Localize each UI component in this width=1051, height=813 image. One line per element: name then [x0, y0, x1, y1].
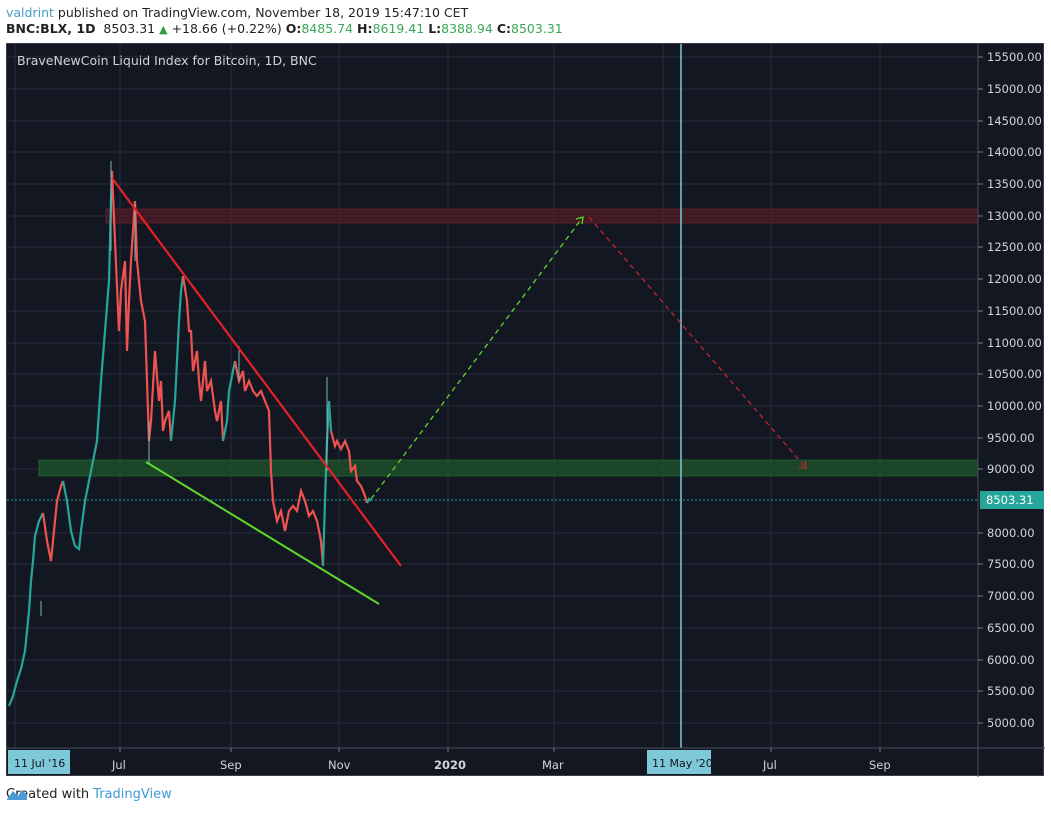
- x-tick: Jul: [762, 758, 777, 772]
- tradingview-link[interactable]: TradingView: [93, 787, 172, 802]
- footer: Created with TradingView: [6, 787, 172, 802]
- y-tick: 15500.00: [987, 50, 1042, 64]
- high-value: 8619.41: [372, 21, 425, 36]
- resistance-trendline: [111, 177, 402, 567]
- projection-down-arrow: [588, 216, 807, 469]
- y-tick: 11000.00: [987, 336, 1042, 350]
- y-tick: 12000.00: [987, 272, 1042, 286]
- price-change: +18.66 (+0.22%): [171, 21, 282, 36]
- close-label: C:: [496, 21, 512, 36]
- tradingview-logo-icon: [7, 790, 27, 800]
- chart-canvas[interactable]: BraveNewCoin Liquid Index for Bitcoin, 1…: [7, 44, 1045, 777]
- published-text: published on TradingView.com, November 1…: [53, 5, 469, 20]
- x-tick: Mar: [542, 758, 564, 772]
- wicks: [40, 161, 328, 616]
- y-tick: 10000.00: [987, 399, 1042, 413]
- high-label: H:: [357, 21, 373, 36]
- y-tick: 6500.00: [987, 621, 1035, 635]
- vertical-line-date-label: 11 May '20: [652, 757, 713, 770]
- close-value: 8503.31: [511, 21, 563, 36]
- y-tick: 5500.00: [987, 684, 1035, 698]
- y-tick: 5000.00: [987, 716, 1035, 730]
- y-tick: 13000.00: [987, 209, 1042, 223]
- y-tick: 11500.00: [987, 304, 1042, 318]
- publisher-link[interactable]: valdrint: [6, 5, 54, 20]
- y-tick: 7000.00: [987, 589, 1035, 603]
- symbol: BNC:BLX, 1D: [6, 21, 96, 36]
- y-tick: 15000.00: [987, 82, 1042, 96]
- x-tick: Nov: [328, 758, 351, 772]
- x-tick: Jul: [111, 758, 126, 772]
- y-tick: 10500.00: [987, 367, 1042, 381]
- time-axis[interactable]: Jul Sep Nov 2020 Mar Jul Sep 11 Jul '16 …: [8, 748, 891, 774]
- y-tick: 13500.00: [987, 177, 1042, 191]
- x-tick: Sep: [220, 758, 242, 772]
- y-tick: 14500.00: [987, 114, 1042, 128]
- open-value: 8485.74: [301, 21, 354, 36]
- open-label: O:: [285, 21, 302, 36]
- projection-up-arrow: [370, 216, 584, 500]
- resistance-zone: [105, 208, 979, 224]
- low-value: 8388.94: [441, 21, 493, 36]
- support-zone: [38, 459, 979, 477]
- x-tick: Sep: [869, 758, 891, 772]
- y-tick: 6000.00: [987, 653, 1035, 667]
- current-price-label: 8503.31: [986, 493, 1034, 507]
- y-tick: 9500.00: [987, 431, 1035, 445]
- support-trendline: [145, 461, 380, 605]
- y-tick: 7500.00: [987, 557, 1035, 571]
- y-tick: 14000.00: [987, 145, 1042, 159]
- y-tick: 12500.00: [987, 240, 1042, 254]
- up-arrow-icon: ▲: [159, 23, 168, 36]
- chart-panel[interactable]: BraveNewCoin Liquid Index for Bitcoin, 1…: [6, 43, 1045, 777]
- y-tick: 9000.00: [987, 462, 1035, 476]
- chart-title: BraveNewCoin Liquid Index for Bitcoin, 1…: [17, 53, 317, 68]
- start-date-label: 11 Jul '16: [14, 757, 65, 770]
- start-date-marker: [8, 750, 70, 774]
- price-axis[interactable]: 15500.00 15000.00 14500.00 14000.00 1350…: [978, 50, 1044, 730]
- x-tick: 2020: [434, 758, 466, 772]
- symbol-info: BNC:BLX, 1D 8503.31 ▲ +18.66 (+0.22%) O:…: [6, 21, 563, 36]
- candles: [7, 170, 372, 707]
- vertical-line-date-marker: [647, 750, 711, 774]
- last-price: 8503.31: [103, 21, 156, 36]
- publish-info: valdrint published on TradingView.com, N…: [6, 5, 468, 20]
- low-label: L:: [428, 21, 442, 36]
- current-price-marker: [980, 491, 1044, 509]
- y-tick: 8000.00: [987, 526, 1035, 540]
